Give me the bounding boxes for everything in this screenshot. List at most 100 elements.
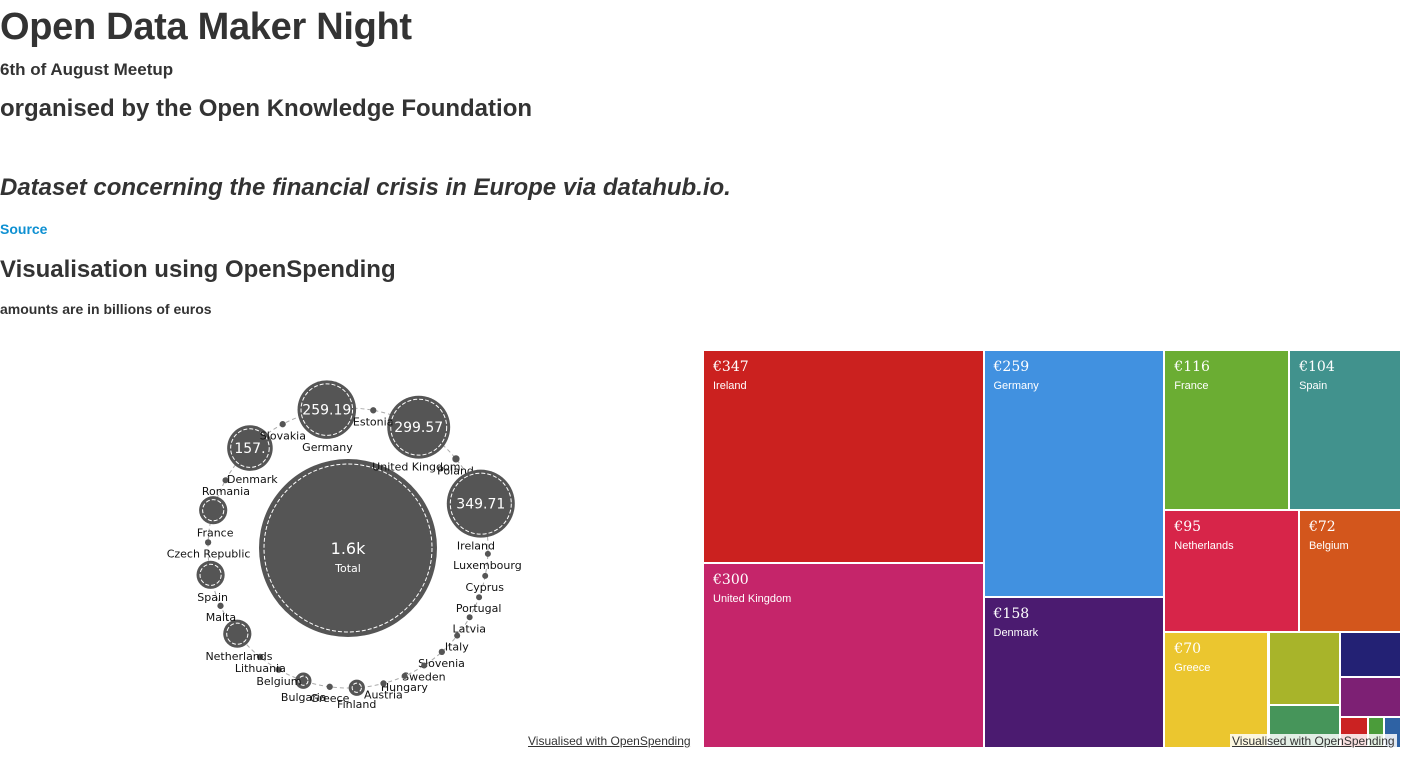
treemap-tile[interactable]: €300 United Kingdom: [703, 563, 984, 748]
bubble-mark: [196, 560, 225, 589]
tile-country-label: France: [1174, 380, 1209, 392]
bubble-node[interactable]: Austria: [364, 680, 403, 702]
bubble-country-label: Slovenia: [418, 657, 465, 670]
treemap-tile[interactable]: [1268, 632, 1340, 705]
bubble-node[interactable]: Netherlands: [205, 619, 273, 663]
bubble-node[interactable]: Latvia: [453, 614, 487, 635]
bubble-node[interactable]: Luxembourg: [453, 550, 522, 572]
bubble-node[interactable]: Malta: [206, 602, 236, 624]
bubble-mark: [446, 469, 515, 538]
bubble-node[interactable]: Estonia: [353, 407, 394, 428]
treemap-tile[interactable]: €104 Spain: [1289, 350, 1401, 511]
tile-amount: €116: [1174, 359, 1210, 375]
bubble-country-label: United Kingdom: [372, 461, 460, 474]
tile-country-label: Greece: [1174, 662, 1211, 675]
bubble-node[interactable]: Greece: [310, 683, 350, 705]
bubble-mark: [452, 455, 460, 463]
treemap-tile[interactable]: €95 Netherlands: [1164, 510, 1299, 633]
bubble-node[interactable]: Czech Republic: [167, 539, 251, 561]
bubble-mark: [438, 648, 445, 656]
bubble-node[interactable]: Belgium: [256, 666, 301, 688]
bubble-mark: [454, 632, 461, 639]
bubble-node[interactable]: Hungary: [381, 673, 428, 694]
bubble-mark: [222, 477, 229, 484]
bubble-country-label: Estonia: [353, 415, 394, 428]
tile-country-label: Netherlands: [1174, 540, 1234, 553]
bubble-country-label: Luxembourg: [453, 559, 522, 572]
tile-country-label: Denmark: [993, 627, 1039, 640]
tile-amount: €300: [713, 572, 749, 589]
tile-amount: €95: [1174, 519, 1202, 536]
bubble-node[interactable]: Slovakia: [260, 421, 306, 442]
bubble-mark: [199, 496, 228, 525]
bubble-value-label: 259.19: [302, 403, 351, 419]
bubble-node[interactable]: Italy: [445, 632, 469, 654]
treemap-tile[interactable]: €116 France: [1164, 350, 1290, 511]
bubble-node[interactable]: Cyprus: [466, 572, 505, 594]
tile-amount: €259: [993, 359, 1030, 375]
bubble-node[interactable]: Romania: [202, 477, 250, 498]
source-link[interactable]: Source: [0, 221, 48, 237]
tile-amount: €158: [993, 606, 1030, 623]
bubble-mark: [484, 550, 491, 557]
bubble-country-label: Germany: [302, 441, 353, 454]
treemap-tile[interactable]: €347 Ireland: [703, 350, 984, 564]
bubble-country-label: Netherlands: [205, 650, 272, 663]
total-bubble[interactable]: 1.6k Total: [259, 459, 437, 637]
bubble-node[interactable]: Bulgaria: [281, 672, 327, 704]
treemap-tile[interactable]: €72 Belgium: [1298, 510, 1401, 633]
treemap-tile[interactable]: €158 Denmark: [983, 597, 1165, 748]
tile-country-label: Spain: [1299, 380, 1328, 392]
bubble-country-label: Portugal: [456, 602, 502, 615]
bubble-mark: [466, 614, 473, 621]
tile-country-label: Ireland: [713, 380, 747, 392]
bubble-mark: [476, 594, 483, 601]
bubble-node[interactable]: Spain: [196, 560, 229, 604]
bubble-node[interactable]: Finland: [337, 679, 376, 711]
bubble-mark: [279, 421, 286, 428]
bubble-node[interactable]: 349.71 Ireland: [446, 469, 515, 553]
bubble-country-label: Denmark: [227, 473, 278, 486]
bubble-country-label: Ireland: [457, 540, 495, 553]
tile-amount: €347: [713, 359, 749, 375]
bubble-country-label: Bulgaria: [281, 691, 327, 704]
treemap-tile[interactable]: €70 Greece: [1164, 632, 1269, 748]
bubble-country-label: Hungary: [381, 681, 428, 694]
bubble-mark: [223, 619, 252, 648]
bubble-mark: [275, 666, 282, 673]
bubble-mark: [370, 407, 377, 414]
bubble-country-label: Finland: [337, 698, 376, 711]
bubble-node[interactable]: Slovenia: [418, 648, 465, 670]
dataset-heading: Dataset concerning the financial crisis …: [0, 174, 731, 201]
bubble-country-label: Spain: [197, 591, 228, 604]
openspending-credit-left[interactable]: Visualised with OpenSpending: [528, 734, 691, 748]
bubble-country-label: Italy: [445, 641, 469, 654]
treemap-chart: €347 Ireland €300 United Kingdom €259 Germany…: [703, 350, 1401, 748]
bubble-node[interactable]: 157. Denmark: [227, 425, 278, 486]
bubble-country-label: Belgium: [256, 675, 301, 688]
bubble-node[interactable]: Sweden: [402, 662, 446, 683]
bubble-node[interactable]: Portugal: [456, 594, 502, 615]
treemap-tile[interactable]: [1339, 677, 1401, 717]
tile-country-label: United Kingdom: [713, 593, 792, 606]
bubble-mark: [401, 673, 408, 680]
bubble-mark: [256, 653, 264, 661]
bubble-country-label: Latvia: [453, 622, 487, 635]
bubble-mark: [217, 602, 224, 609]
bubble-country-label: Romania: [202, 485, 250, 498]
bubble-country-label: France: [197, 526, 234, 539]
bubble-node[interactable]: 299.57 United Kingdom: [372, 395, 460, 474]
bubble-mark: [387, 395, 451, 459]
visualisation-heading: Visualisation using OpenSpending: [0, 256, 396, 283]
bubble-mark: [421, 662, 428, 669]
tile-amount: €104: [1299, 359, 1335, 375]
bubble-country-label: Czech Republic: [167, 548, 251, 561]
treemap-tile[interactable]: €259 Germany: [983, 350, 1165, 598]
treemap-tile[interactable]: [1339, 632, 1401, 678]
bubble-mark: [380, 680, 387, 687]
bubble-node[interactable]: 259.19 Germany: [297, 380, 357, 454]
bubble-node[interactable]: France: [197, 496, 234, 539]
bubble-node[interactable]: Lithuania: [235, 653, 286, 675]
bubble-mark: [326, 683, 333, 690]
openspending-credit-right[interactable]: Visualised with OpenSpending: [1230, 734, 1397, 748]
